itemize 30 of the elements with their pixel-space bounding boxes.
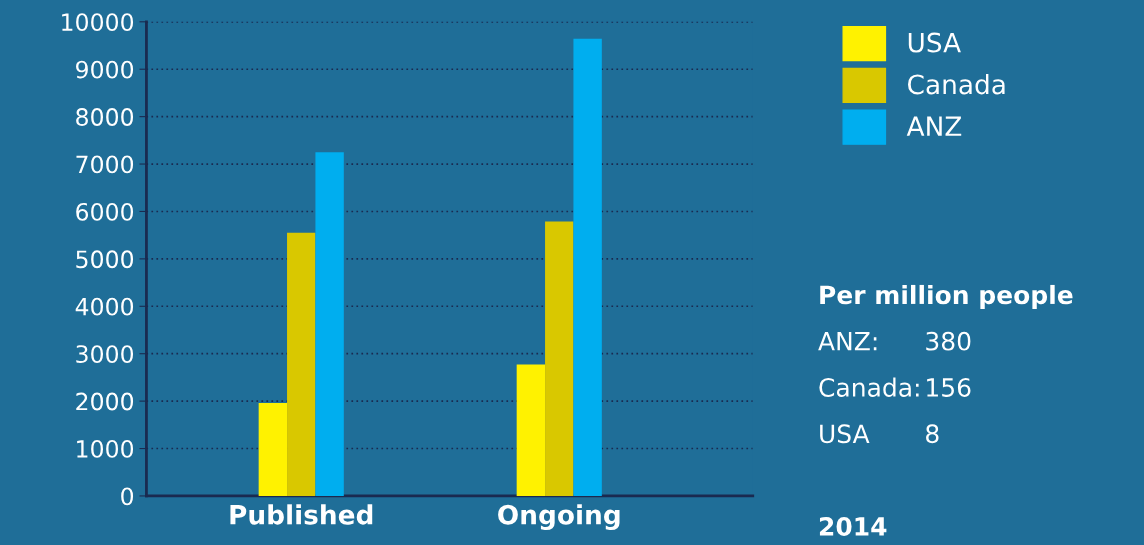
y-tick-label: 0: [121, 487, 134, 506]
x-tick-label: Published: [230, 504, 373, 525]
y-tick-label: 4000: [75, 297, 134, 316]
y-tick-label: 9000: [76, 60, 134, 79]
y-tick-label: 1000: [77, 439, 134, 458]
y-tick-label: 6000: [76, 202, 134, 221]
bar: [315, 152, 344, 496]
text: ANZ:: [818, 332, 877, 351]
legend-label: USA: [908, 32, 961, 53]
text: 8: [926, 424, 939, 444]
y-tick-label: 3000: [76, 345, 134, 364]
text: 156: [927, 378, 971, 397]
y-tick-label: 8000: [76, 108, 134, 126]
legend-label: Canada: [908, 73, 1005, 95]
text: 380: [926, 331, 971, 351]
bar: [573, 38, 602, 496]
text: USA: [820, 424, 870, 444]
x-tick-label: Ongoing: [498, 504, 620, 531]
text: 2014: [819, 516, 887, 536]
text: Per million people: [820, 284, 1073, 310]
y-tick-label: 10000: [62, 13, 134, 32]
legend-label: ANZ: [906, 116, 962, 136]
bar: [516, 364, 546, 496]
y-tick-label: 5000: [76, 250, 134, 269]
bar: [545, 221, 574, 496]
y-tick-label: 2000: [76, 392, 134, 411]
bar: [258, 403, 288, 496]
bar: [287, 232, 316, 496]
y-tick-label: 7000: [76, 155, 134, 174]
text: Canada:: [819, 377, 919, 397]
